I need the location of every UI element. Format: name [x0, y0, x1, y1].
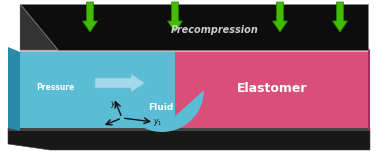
Polygon shape	[20, 52, 175, 128]
Text: Pressure: Pressure	[36, 84, 74, 93]
Polygon shape	[8, 128, 370, 150]
Polygon shape	[20, 4, 58, 50]
FancyArrow shape	[273, 2, 288, 32]
Polygon shape	[155, 52, 368, 128]
Polygon shape	[8, 128, 370, 131]
Text: $y_1$: $y_1$	[153, 117, 163, 127]
Text: Precompression: Precompression	[171, 25, 259, 35]
Polygon shape	[120, 52, 204, 132]
Polygon shape	[20, 47, 368, 52]
Polygon shape	[8, 47, 20, 131]
Polygon shape	[368, 47, 370, 130]
FancyArrow shape	[95, 74, 145, 92]
Text: Fluid: Fluid	[148, 103, 173, 111]
Text: Elastomer: Elastomer	[237, 82, 307, 95]
Polygon shape	[20, 50, 368, 52]
Polygon shape	[20, 4, 368, 50]
FancyArrow shape	[167, 2, 183, 32]
Text: $y_2$: $y_2$	[110, 100, 120, 111]
FancyArrow shape	[82, 2, 98, 32]
FancyArrow shape	[333, 2, 347, 32]
